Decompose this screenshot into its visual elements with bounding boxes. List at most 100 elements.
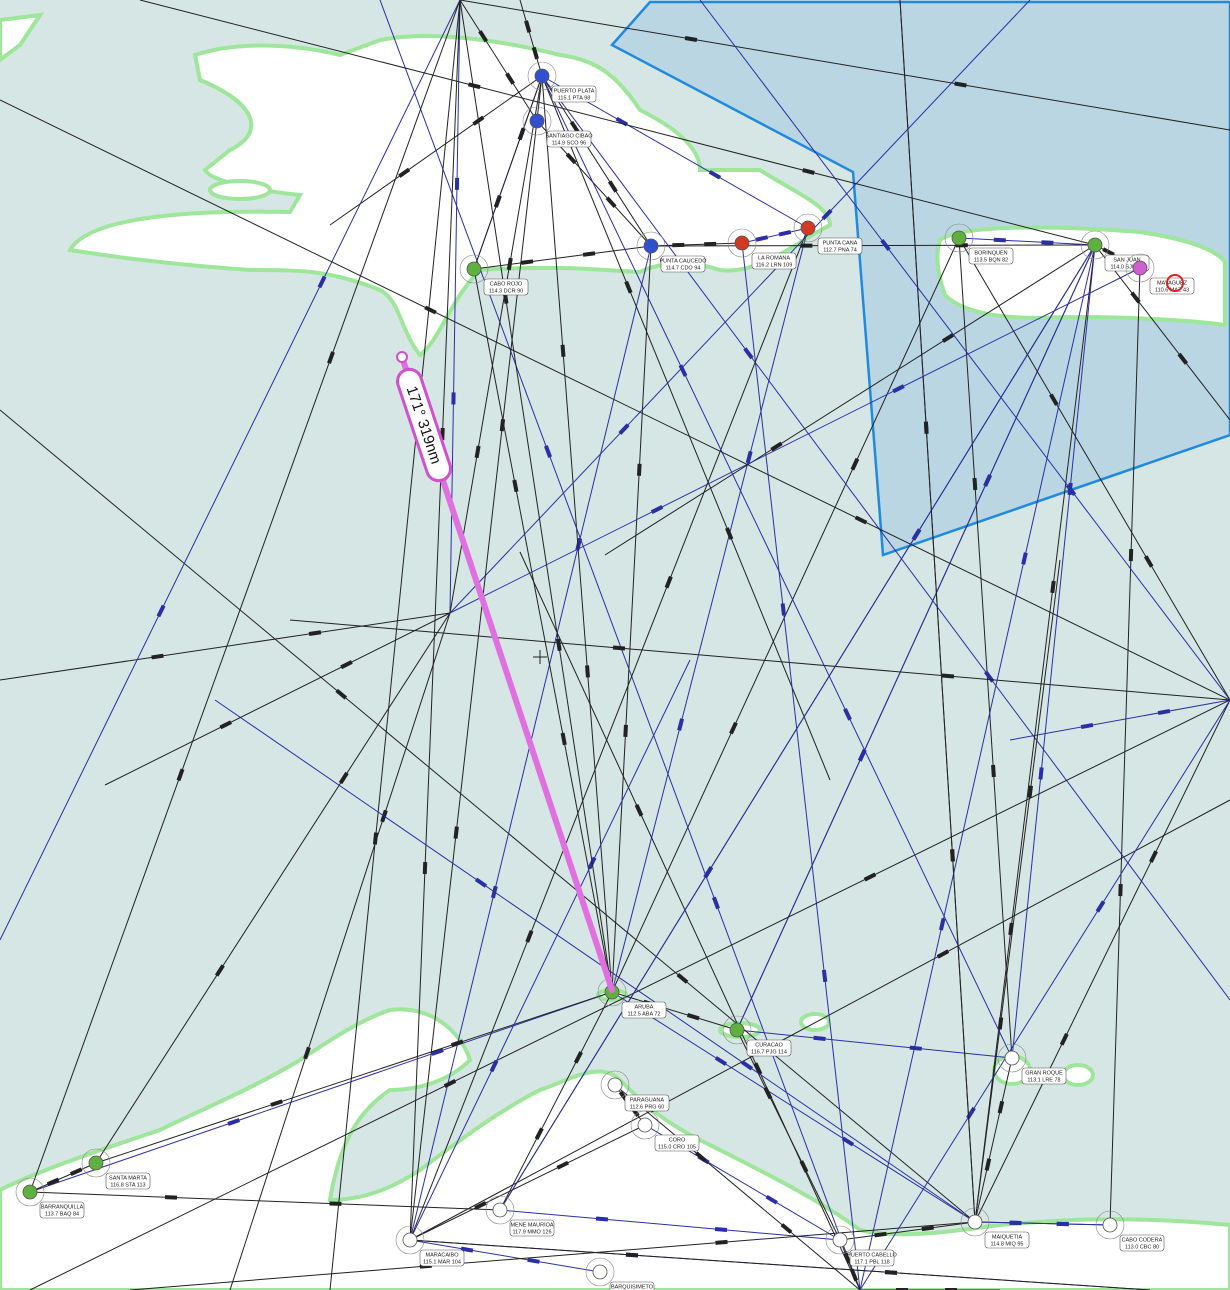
navaid-marker <box>534 68 550 84</box>
distance-box <box>714 1226 728 1233</box>
distance-box <box>1080 722 1094 730</box>
distance-box <box>1009 1220 1022 1226</box>
distance-box <box>69 1167 83 1176</box>
navaid-name: BARRANQUILLA <box>41 1204 84 1210</box>
airway <box>0 0 461 941</box>
distance-box <box>770 441 783 452</box>
distance-box <box>843 708 852 721</box>
distance-box <box>909 1045 922 1051</box>
distance-box <box>524 20 532 33</box>
navaid-marker <box>492 1202 508 1218</box>
airway <box>958 237 1230 701</box>
navaid-rose <box>630 1110 660 1140</box>
airway <box>473 245 652 270</box>
distance-box <box>950 849 955 862</box>
airway <box>329 0 461 1290</box>
airway <box>499 244 1096 1211</box>
distance-box <box>1059 1033 1069 1046</box>
airway <box>499 991 613 1211</box>
navaid-rose <box>1080 230 1110 260</box>
distance-box <box>474 445 481 459</box>
navaid-name: PUNTA CANA <box>823 240 858 246</box>
navaid-rose <box>597 977 627 1007</box>
distance-box <box>527 1257 540 1264</box>
navaid-box <box>483 278 529 296</box>
distance-box <box>941 333 955 343</box>
airway <box>611 991 738 1031</box>
distance-box <box>725 527 734 540</box>
distance-box <box>214 964 225 977</box>
distance-box <box>308 630 322 636</box>
distance-box <box>896 1288 908 1290</box>
navaid-rose <box>727 228 757 258</box>
distance-box <box>954 81 967 88</box>
distance-box <box>753 1062 763 1075</box>
distance-box <box>821 969 828 983</box>
distance-box <box>618 423 630 435</box>
airway <box>0 99 1230 701</box>
airway <box>459 0 538 122</box>
navaid-rose <box>585 1257 615 1287</box>
airway <box>541 75 613 993</box>
airway <box>95 612 451 1164</box>
distance-box <box>936 949 950 959</box>
navaid-marker <box>800 220 816 236</box>
distance-box <box>1102 247 1115 257</box>
distance-box <box>499 419 506 432</box>
airway <box>741 242 861 1290</box>
distance-box <box>489 1059 499 1073</box>
navaid-name: BORINQUEN <box>974 250 1007 256</box>
distance-box <box>802 168 815 175</box>
airway <box>0 409 976 1223</box>
distance-box <box>729 721 738 735</box>
navaid-freq: 113.7 BAQ 84 <box>45 1211 79 1217</box>
navaid-name: MARACAIBO <box>425 1252 459 1258</box>
distance-box <box>534 1127 544 1140</box>
distance-box <box>560 732 567 746</box>
navaid-rose <box>825 1225 855 1255</box>
navaid-name: SAN JUAN <box>1113 257 1140 263</box>
navaid-rose <box>15 1177 45 1207</box>
distance-box <box>422 861 428 875</box>
measure-start <box>396 351 408 363</box>
distance-box <box>780 603 786 616</box>
distance-box <box>686 1013 700 1021</box>
navaid-freq: 116.2 LRN 109 <box>756 262 793 268</box>
distance-box <box>607 180 618 193</box>
airway <box>29 991 613 1193</box>
distance-box <box>450 1039 464 1048</box>
distance-box <box>327 351 335 364</box>
distance-box <box>850 457 860 471</box>
distance-box <box>743 347 754 360</box>
distance-box <box>821 208 833 221</box>
airway <box>329 75 543 226</box>
distance-box <box>556 1160 570 1170</box>
distance-box <box>623 724 628 737</box>
distance-box <box>625 1252 639 1258</box>
navaid-freq: 117.9 MMO 126 <box>512 1229 551 1235</box>
airway <box>139 0 1096 246</box>
navaid-freq: 113.1 LRE 78 <box>1027 1077 1060 1083</box>
distance-box <box>923 421 929 434</box>
navaid-freq: 116.8 STA 113 <box>110 1182 145 1188</box>
distance-box <box>813 1035 826 1041</box>
navaid-rose <box>600 1070 630 1100</box>
airway <box>449 0 1031 614</box>
distance-box <box>636 463 642 476</box>
distance-box <box>424 305 437 315</box>
navaid-box <box>660 255 706 273</box>
distance-box <box>884 1270 898 1275</box>
distance-box <box>453 826 459 839</box>
airway <box>611 227 809 993</box>
distance-box <box>1149 850 1158 863</box>
navaid-box <box>849 1249 895 1267</box>
airway <box>1009 699 1230 741</box>
